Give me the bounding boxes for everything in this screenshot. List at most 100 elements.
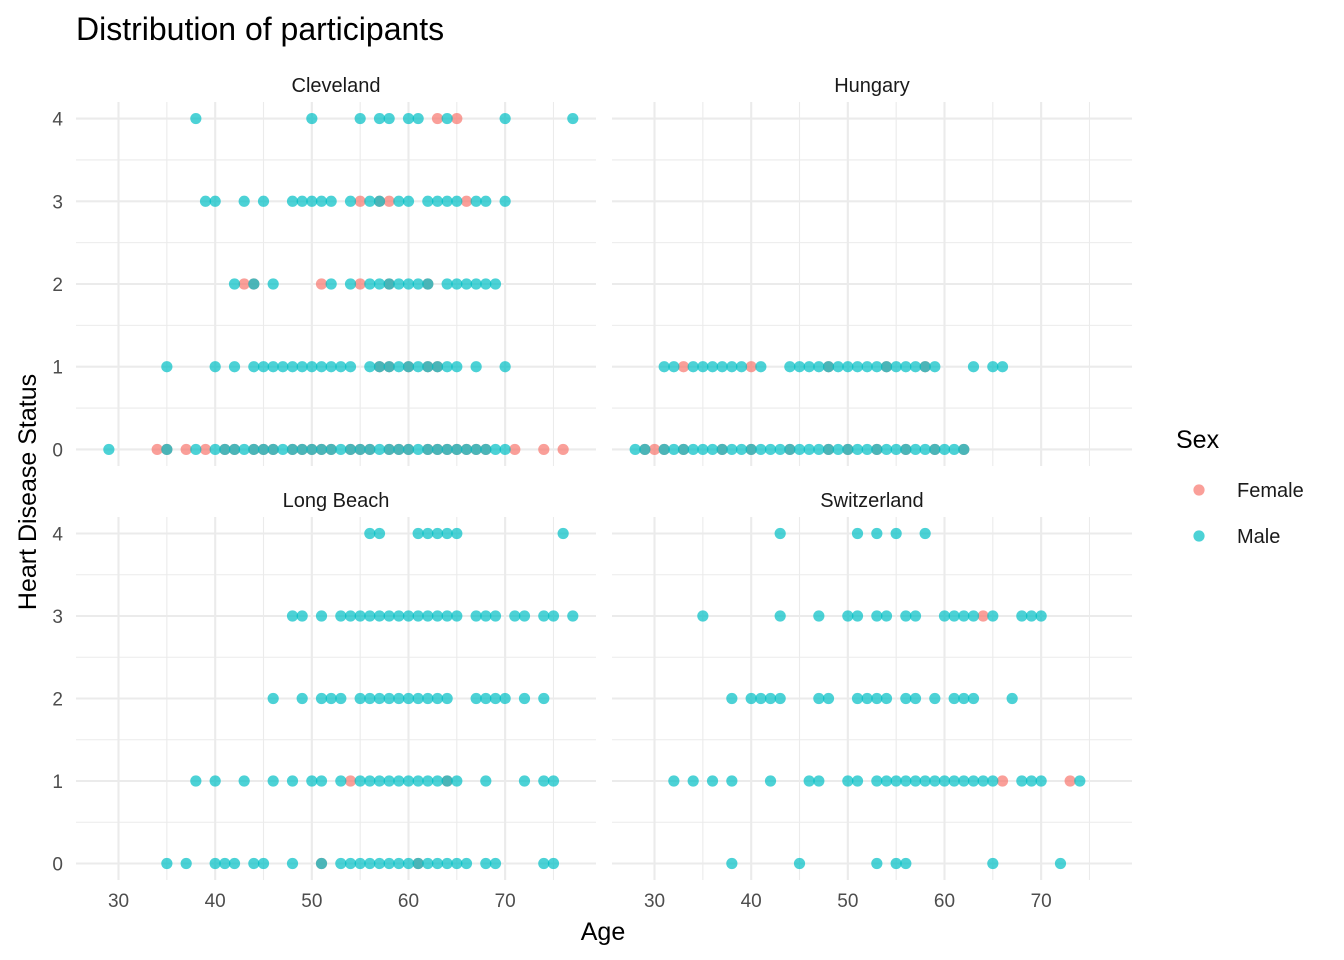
point-male xyxy=(354,857,366,870)
point-male xyxy=(987,775,999,787)
point-male xyxy=(890,527,902,540)
point-male xyxy=(726,361,738,373)
point-male xyxy=(364,527,376,540)
point-male xyxy=(745,692,757,705)
point-female xyxy=(199,443,212,456)
point-male xyxy=(441,527,453,540)
point-male xyxy=(335,361,347,373)
point-male xyxy=(354,112,366,125)
point-male xyxy=(393,443,405,456)
point-male xyxy=(996,361,1009,373)
point-male xyxy=(909,775,922,787)
facet-panels: Cleveland 0 1 2 3 4 Hungary Long Beach 0 1 2 3 4 30 40… xyxy=(52,75,1132,912)
point-male xyxy=(726,443,738,456)
x-axis-title: Age xyxy=(581,918,625,946)
facet-long-beach: Long Beach 0 1 2 3 4 30 40 50 60 70 xyxy=(52,490,596,912)
point-male xyxy=(938,610,951,622)
point-male xyxy=(784,361,796,373)
x-tick-label: 70 xyxy=(495,891,516,912)
point-male xyxy=(209,443,221,456)
point-male xyxy=(228,857,241,870)
point-male xyxy=(803,361,815,373)
point-male xyxy=(929,443,941,456)
point-male xyxy=(948,610,960,622)
point-male xyxy=(755,692,767,705)
point-male xyxy=(228,278,241,290)
point-male xyxy=(629,443,641,456)
point-male xyxy=(880,692,893,705)
point-male xyxy=(890,443,902,456)
point-male xyxy=(441,278,453,290)
point-male xyxy=(325,361,337,373)
point-female xyxy=(745,361,757,373)
point-male xyxy=(509,610,521,622)
point-male xyxy=(538,775,550,787)
point-male xyxy=(402,692,415,705)
point-male xyxy=(668,443,680,456)
point-male xyxy=(813,775,825,787)
point-male xyxy=(161,857,173,870)
point-male xyxy=(813,692,825,705)
point-male xyxy=(451,195,463,207)
point-male xyxy=(344,195,357,207)
point-female xyxy=(538,443,550,456)
point-male xyxy=(296,443,308,456)
point-male xyxy=(286,443,299,456)
point-male xyxy=(871,361,883,373)
point-male xyxy=(325,195,337,207)
point-male xyxy=(383,443,395,456)
point-male xyxy=(248,361,260,373)
facet-strip-label: Long Beach xyxy=(283,490,390,512)
point-male xyxy=(393,278,405,290)
point-male xyxy=(716,443,728,456)
point-male xyxy=(470,361,482,373)
point-male xyxy=(373,195,386,207)
point-male xyxy=(451,857,463,870)
point-male xyxy=(948,692,960,705)
point-male xyxy=(286,857,299,870)
point-male xyxy=(518,775,531,787)
point-male xyxy=(832,443,844,456)
point-male xyxy=(706,361,719,373)
point-male xyxy=(861,692,873,705)
point-male xyxy=(822,361,835,373)
point-male xyxy=(451,527,463,540)
point-male xyxy=(745,443,757,456)
legend: Sex Female Male xyxy=(1176,426,1304,548)
point-male xyxy=(987,857,999,870)
point-male xyxy=(909,443,922,456)
point-male xyxy=(793,443,806,456)
point-male xyxy=(412,278,424,290)
point-male xyxy=(422,278,434,290)
point-male xyxy=(277,443,289,456)
point-male xyxy=(209,361,221,373)
point-male xyxy=(851,361,864,373)
point-male xyxy=(315,361,328,373)
point-male xyxy=(880,610,893,622)
point-male xyxy=(393,692,405,705)
point-male xyxy=(412,361,424,373)
point-male xyxy=(267,278,279,290)
point-male xyxy=(842,443,854,456)
point-male xyxy=(518,610,531,622)
point-male xyxy=(726,857,738,870)
point-male xyxy=(412,775,424,787)
point-male xyxy=(441,692,453,705)
point-female xyxy=(180,443,192,456)
point-male xyxy=(296,195,308,207)
y-tick-label: 3 xyxy=(52,607,63,628)
point-male xyxy=(354,610,366,622)
point-male xyxy=(325,692,337,705)
point-male xyxy=(1035,775,1047,787)
point-male xyxy=(315,775,328,787)
point-male xyxy=(480,692,492,705)
point-male xyxy=(383,278,395,290)
point-male xyxy=(764,443,777,456)
point-male xyxy=(547,775,560,787)
point-male xyxy=(257,195,270,207)
point-male xyxy=(547,610,560,622)
point-male xyxy=(842,361,854,373)
point-male xyxy=(489,610,502,622)
point-male xyxy=(480,610,492,622)
point-male xyxy=(315,443,328,456)
